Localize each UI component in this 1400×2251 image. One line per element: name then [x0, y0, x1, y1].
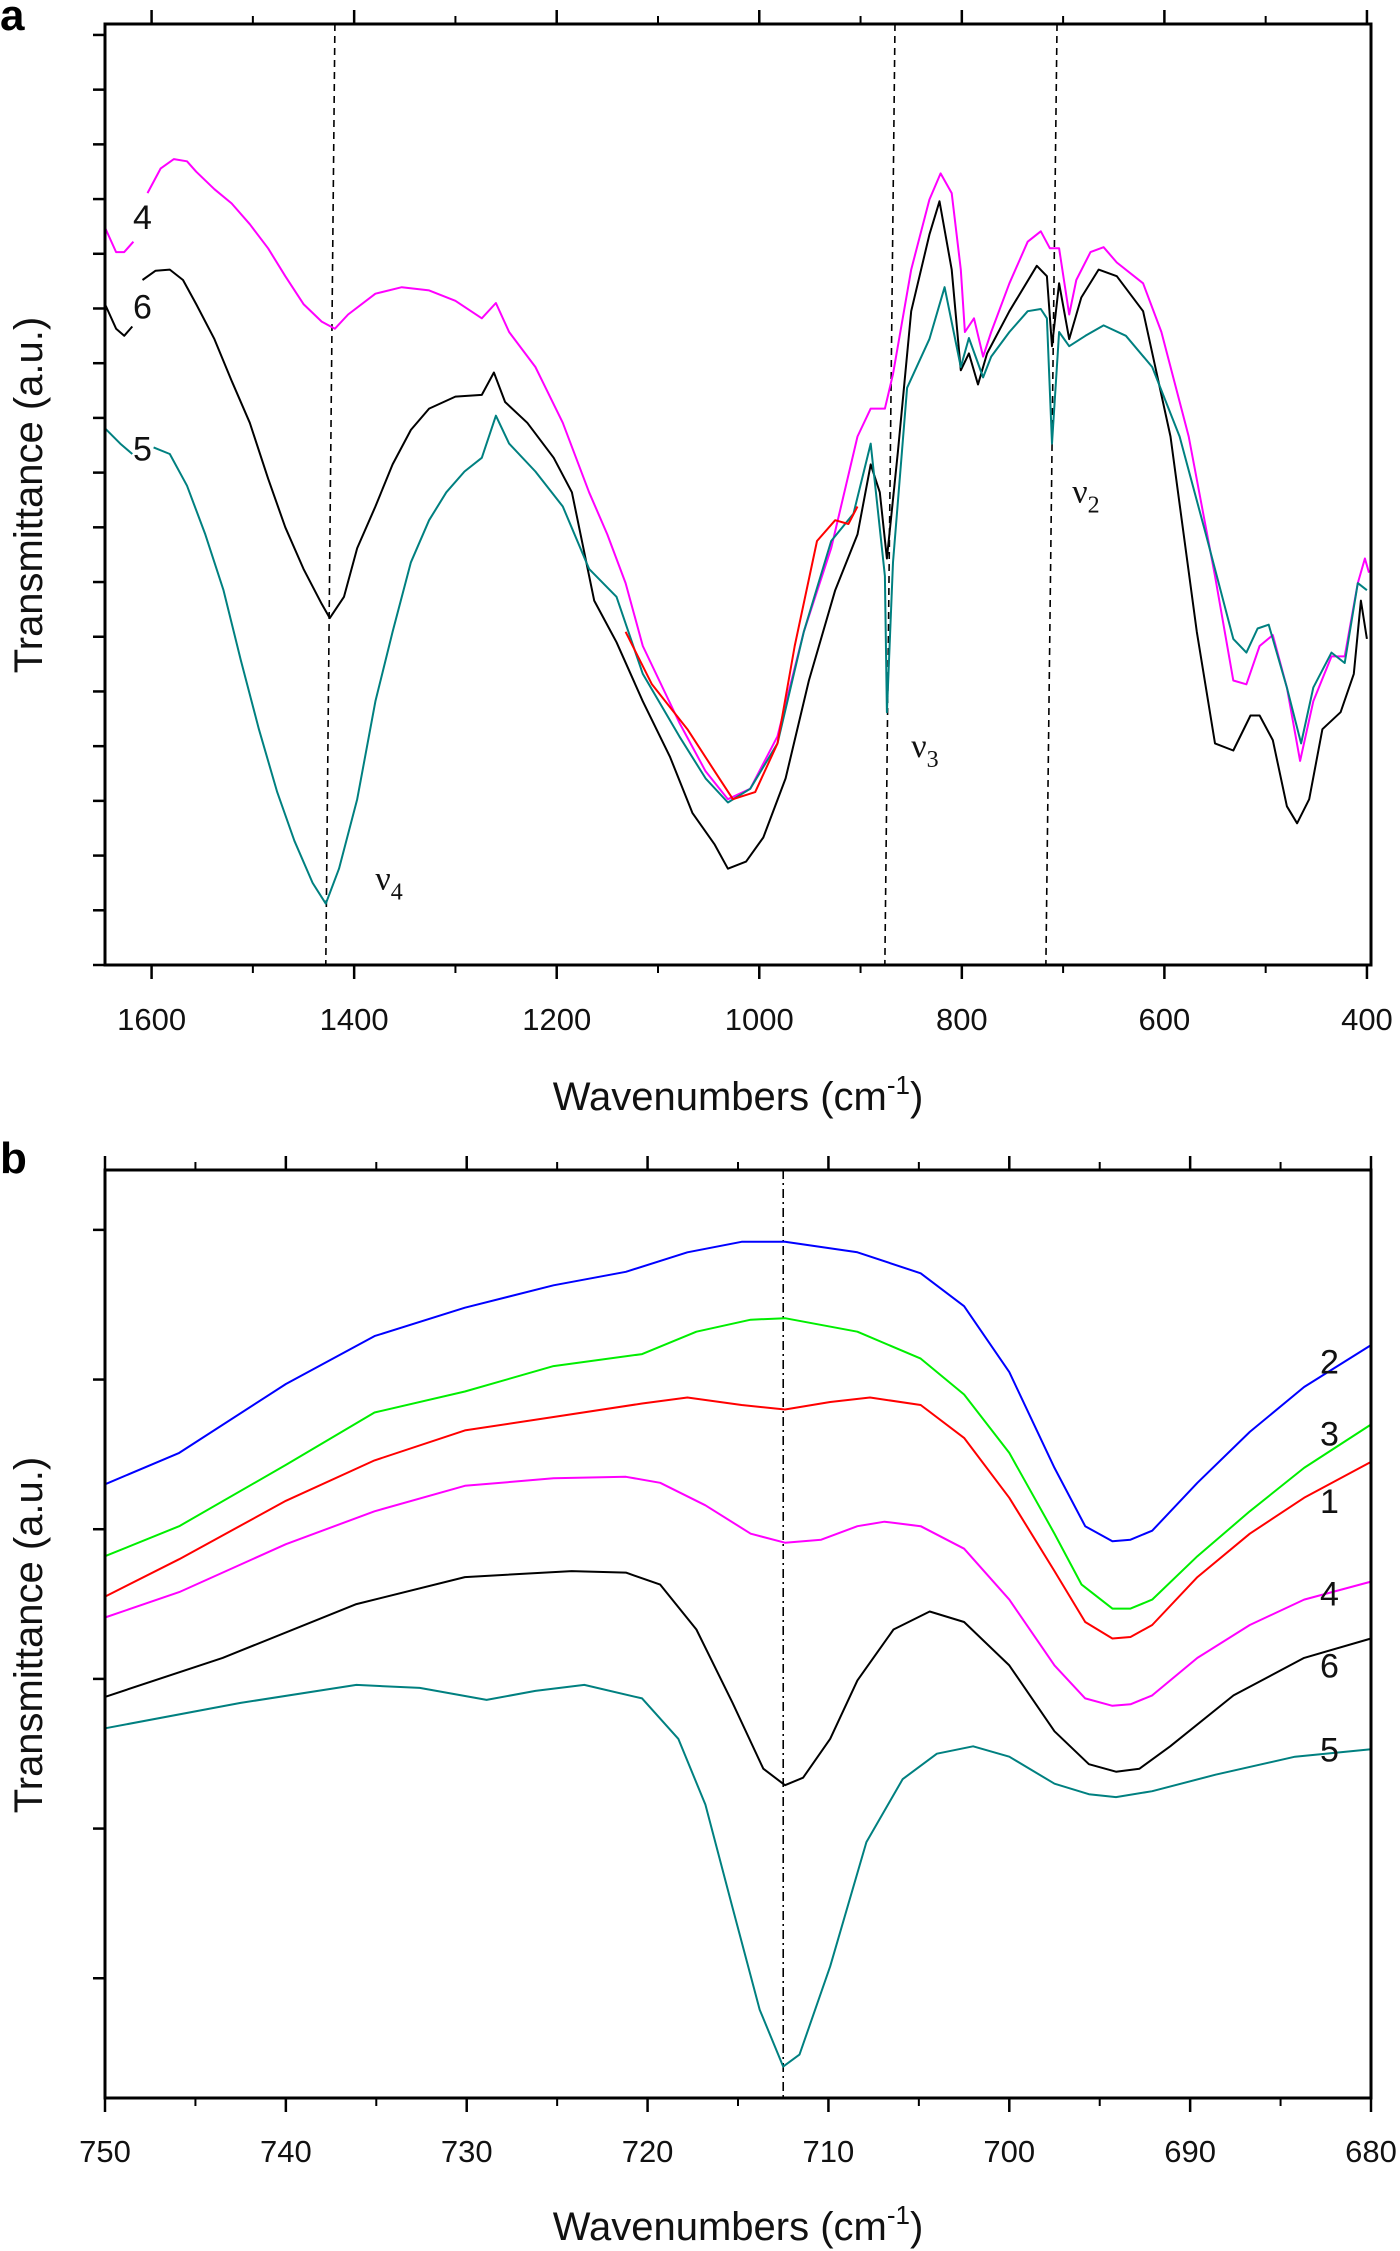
- band-annotation: ν3: [911, 728, 938, 773]
- band-annotation: ν2: [1072, 474, 1099, 519]
- series-line-4: [146, 158, 1370, 801]
- x-tick-label: 1600: [117, 1002, 186, 1037]
- series-line-6: [104, 303, 134, 337]
- x-tick-label: 1200: [522, 1002, 591, 1037]
- curve-label: 2: [1320, 1344, 1339, 1382]
- panel-a: a 1600 1400 1200 1000 800 600 400 Wavenumbers (…: [0, 0, 1393, 1119]
- curve-label: 6: [133, 288, 152, 326]
- x-tick-label: 800: [936, 1002, 988, 1037]
- x-tick-label: 740: [260, 2134, 312, 2169]
- x-tick-label: 690: [1164, 2134, 1216, 2169]
- x-tick-label: 700: [983, 2134, 1035, 2169]
- panel-letter-a: a: [0, 0, 25, 40]
- curve-label: 5: [1320, 1731, 1339, 1769]
- curve-label: 5: [133, 431, 152, 469]
- x-axis-title: Wavenumbers (cm-1): [553, 1070, 924, 1119]
- series-line-4: [104, 1475, 1372, 1707]
- x-axis-title: Wavenumbers (cm-1): [553, 2200, 924, 2249]
- series-line-1: [624, 506, 859, 801]
- curve-label: 4: [133, 199, 152, 237]
- x-tick-label: 400: [1341, 1002, 1393, 1037]
- y-axis-title: Transmittance (a.u.): [7, 1457, 51, 1813]
- series-line-5: [104, 427, 133, 455]
- curve-label: 3: [1320, 1415, 1339, 1453]
- x-tick-label: 680: [1345, 2134, 1397, 2169]
- series-line-3: [104, 1317, 1372, 1610]
- curve-label: 1: [1320, 1483, 1339, 1521]
- x-tick-label: 750: [79, 2134, 131, 2169]
- x-tick-label: 600: [1139, 1002, 1191, 1037]
- y-axis-title: Transmittance (a.u.): [7, 317, 51, 673]
- series-line-5: [153, 286, 1368, 905]
- series-line-2: [104, 1240, 1372, 1543]
- series-line-1: [104, 1396, 1372, 1640]
- reference-line: [1045, 23, 1058, 966]
- panel-letter-b: b: [0, 1134, 27, 1183]
- x-tick-label: 730: [441, 2134, 493, 2169]
- reference-line: [884, 23, 896, 966]
- series-line-5: [104, 1683, 1372, 2068]
- reference-line: [324, 23, 336, 966]
- panel-b: b 750 740 730 720 710 700 690 680 Wavenumbers (c…: [0, 1134, 1397, 2249]
- plot-frame: [103, 1168, 1373, 2100]
- band-annotation: ν4: [375, 861, 402, 906]
- x-tick-label: 720: [622, 2134, 674, 2169]
- plot-frame: [103, 22, 1373, 967]
- series-line-6: [104, 1570, 1372, 1787]
- x-tick-label: 710: [803, 2134, 855, 2169]
- x-tick-label: 1000: [725, 1002, 794, 1037]
- curve-label: 4: [1320, 1576, 1339, 1614]
- series-line-6: [141, 200, 1368, 870]
- series-line-4: [104, 227, 135, 254]
- x-tick-label: 1400: [320, 1002, 389, 1037]
- curve-label: 6: [1320, 1647, 1339, 1685]
